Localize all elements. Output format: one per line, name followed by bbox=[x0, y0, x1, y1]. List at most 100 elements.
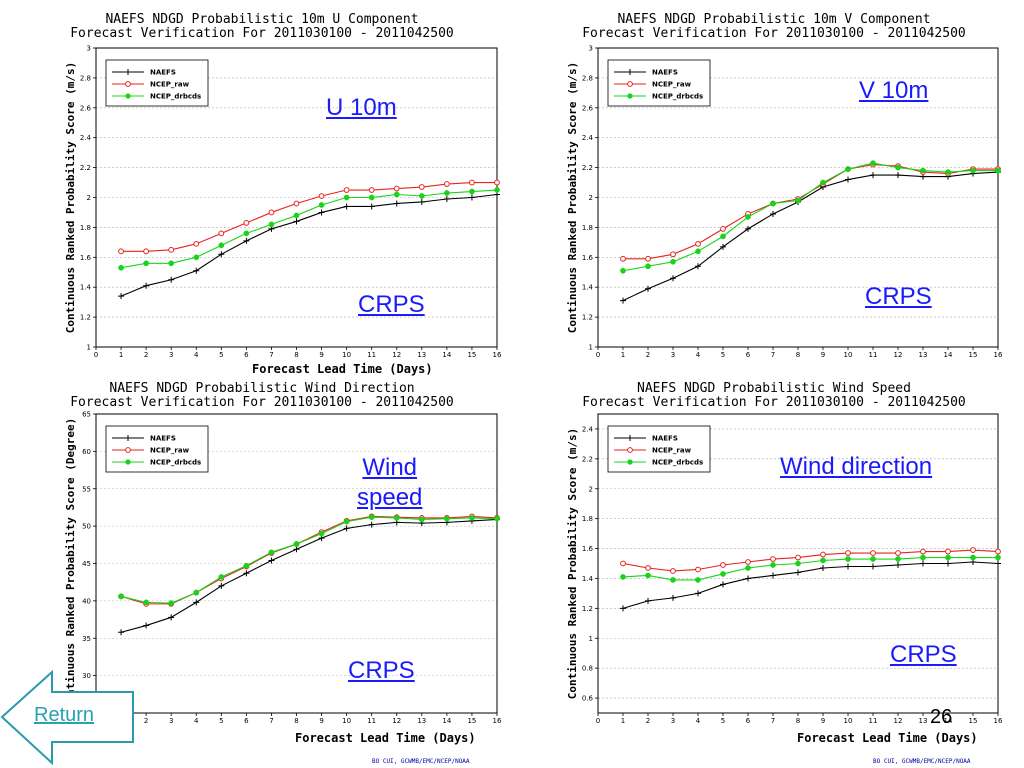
x-tick-label: 13 bbox=[417, 717, 426, 725]
data-point bbox=[143, 622, 150, 629]
chart-plot: 11.21.41.61.822.22.42.62.830 1 2 3 4 5 6 7 8 9 10 1… bbox=[566, 45, 1003, 360]
data-point bbox=[795, 560, 801, 567]
data-point bbox=[393, 185, 400, 192]
legend-marker bbox=[125, 447, 131, 453]
data-point bbox=[945, 554, 951, 561]
x-tick-label: 4 bbox=[696, 351, 701, 359]
data-point bbox=[243, 220, 250, 226]
data-point bbox=[469, 188, 475, 195]
data-point bbox=[118, 248, 124, 255]
x-tick-label: 16 bbox=[493, 717, 502, 725]
legend-box bbox=[607, 59, 711, 107]
data-point bbox=[870, 556, 876, 562]
x-tick-label: 3 bbox=[169, 351, 173, 359]
x-tick-label: 2 bbox=[144, 351, 148, 359]
data-point bbox=[343, 203, 350, 210]
x-tick-label: 14 bbox=[442, 351, 451, 359]
data-point bbox=[720, 233, 726, 240]
data-point bbox=[920, 560, 926, 567]
data-point bbox=[945, 548, 951, 555]
y-tick-label: 30 bbox=[82, 672, 91, 680]
x-tick-label: 7 bbox=[269, 351, 273, 359]
data-point bbox=[645, 597, 651, 604]
data-point bbox=[218, 574, 225, 580]
y-tick-label: 3 bbox=[87, 45, 91, 53]
data-point bbox=[870, 563, 876, 570]
y-tick-label: 1.8 bbox=[582, 224, 593, 232]
data-point bbox=[318, 193, 325, 199]
data-point bbox=[218, 582, 225, 589]
data-point bbox=[770, 572, 776, 579]
x-tick-label: 14 bbox=[944, 351, 953, 359]
data-point bbox=[920, 167, 926, 174]
y-tick-label: 2.2 bbox=[582, 164, 593, 172]
x-tick-label: 2 bbox=[646, 717, 650, 725]
data-point bbox=[268, 221, 275, 228]
x-tick-label: 15 bbox=[467, 351, 476, 359]
chart-plot: 11.21.41.61.822.22.42.62.830 1 2 3 4 5 6 7 8 9 10 1… bbox=[64, 45, 502, 377]
series-line bbox=[120, 189, 498, 269]
y-axis-label: Continuous Ranked Probability Score (m/s… bbox=[64, 62, 77, 334]
data-point bbox=[193, 267, 200, 274]
data-point bbox=[695, 590, 701, 597]
data-point bbox=[720, 243, 726, 250]
x-tick-label: 16 bbox=[994, 351, 1003, 359]
data-point bbox=[268, 209, 275, 216]
x-axis-label: Forecast Lead Time (Days) bbox=[797, 731, 978, 745]
y-tick-label: 3 bbox=[589, 45, 593, 53]
y-tick-label: 1.2 bbox=[582, 314, 593, 322]
y-tick-label: 2.2 bbox=[582, 455, 593, 463]
y-tick-label: 1.2 bbox=[582, 605, 593, 613]
data-point bbox=[443, 181, 450, 187]
annotation-u-10m: U 10m bbox=[326, 94, 397, 121]
data-point bbox=[418, 198, 425, 205]
data-point bbox=[293, 541, 300, 547]
legend-label: NAEFS bbox=[150, 435, 176, 443]
legend-label: NAEFS bbox=[652, 69, 678, 77]
data-point bbox=[945, 560, 951, 567]
page-number: 26 bbox=[930, 706, 953, 728]
x-tick-label: 12 bbox=[392, 717, 401, 725]
y-tick-label: 2.4 bbox=[582, 425, 594, 433]
data-point bbox=[318, 530, 325, 537]
x-tick-label: 9 bbox=[319, 351, 323, 359]
y-axis-label: Continuous Ranked Probability Score (m/s… bbox=[566, 428, 579, 700]
data-point bbox=[143, 248, 150, 255]
y-tick-label: 2 bbox=[589, 485, 593, 493]
y-tick-label: 0.8 bbox=[582, 665, 593, 673]
data-point bbox=[118, 629, 125, 636]
y-tick-label: 1.8 bbox=[80, 224, 91, 232]
x-tick-label: 1 bbox=[621, 351, 625, 359]
series-line bbox=[120, 193, 498, 297]
x-axis-label: Forecast Lead Time (Days) bbox=[295, 731, 476, 745]
data-point bbox=[995, 554, 1001, 561]
y-tick-label: 1 bbox=[589, 344, 593, 352]
legend-marker bbox=[125, 459, 131, 465]
x-tick-label: 3 bbox=[671, 351, 675, 359]
return-link[interactable]: Return bbox=[34, 704, 95, 726]
data-point bbox=[193, 589, 200, 596]
x-tick-label: 13 bbox=[919, 717, 928, 725]
data-point bbox=[770, 556, 776, 562]
legend-marker bbox=[627, 93, 633, 99]
data-point bbox=[444, 515, 450, 522]
data-point bbox=[945, 169, 951, 175]
x-tick-label: 9 bbox=[319, 717, 323, 725]
data-point bbox=[243, 237, 250, 244]
data-point bbox=[343, 194, 350, 201]
data-point bbox=[745, 214, 751, 220]
data-point bbox=[620, 297, 626, 304]
data-point bbox=[620, 605, 626, 612]
data-point bbox=[645, 285, 651, 292]
return-arrow-icon[interactable] bbox=[0, 670, 135, 765]
data-point bbox=[218, 251, 225, 258]
data-point bbox=[118, 593, 124, 600]
chart-panel-wind-speed: NAEFS NDGD Probabilistic Wind Speed Fore… bbox=[512, 376, 1024, 768]
data-point bbox=[218, 242, 225, 249]
data-point bbox=[368, 514, 375, 521]
x-tick-label: 0 bbox=[596, 351, 600, 359]
x-tick-label: 0 bbox=[596, 717, 600, 725]
data-point bbox=[293, 218, 300, 225]
data-point bbox=[444, 190, 450, 196]
data-point bbox=[393, 200, 400, 207]
